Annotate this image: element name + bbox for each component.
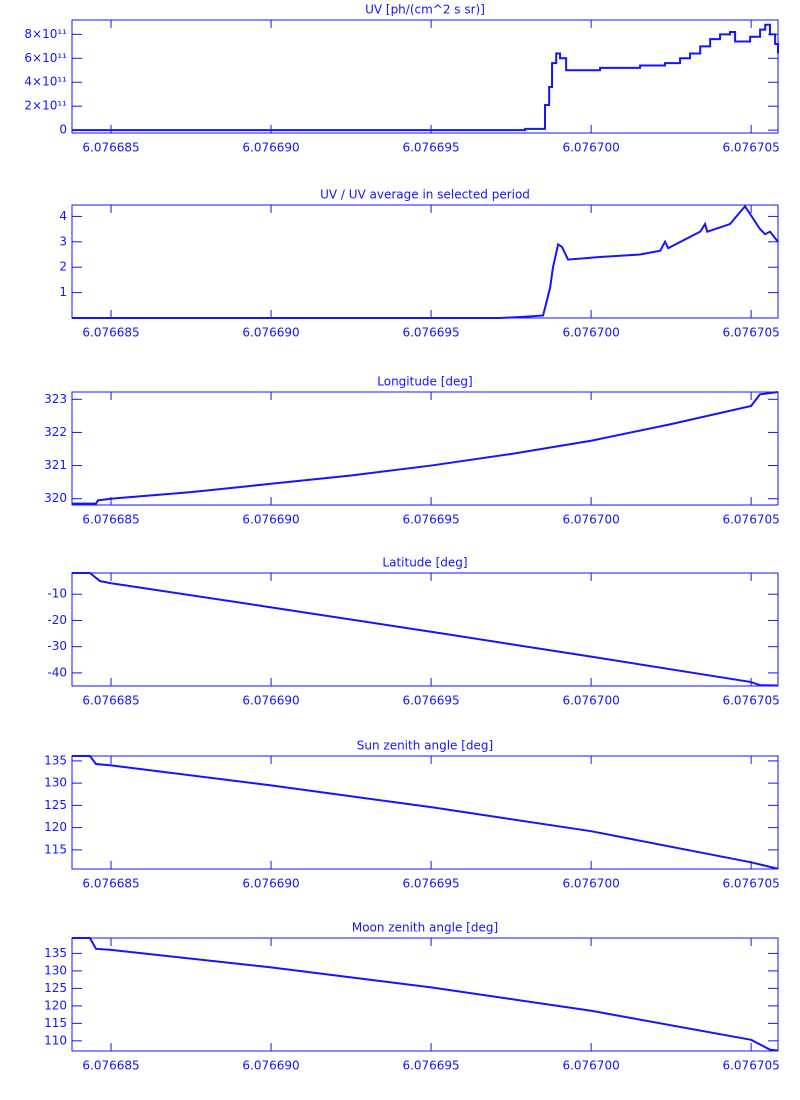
x-tick-label: 6.076695 bbox=[402, 141, 459, 155]
y-tick-label: 135 bbox=[44, 946, 67, 960]
plot-frame bbox=[71, 19, 779, 134]
x-tick-label: 6.076705 bbox=[722, 141, 779, 155]
x-tick-label: 6.076700 bbox=[562, 877, 619, 891]
y-tick-label: 120 bbox=[44, 820, 67, 834]
y-tick-label: 3 bbox=[59, 234, 67, 248]
y-tick-label: -30 bbox=[47, 639, 67, 653]
x-tick-label: 6.076685 bbox=[82, 141, 139, 155]
x-tick-label: 6.076695 bbox=[402, 513, 459, 527]
x-tick-label: 6.076695 bbox=[402, 694, 459, 708]
y-tick-label: 8×10¹¹ bbox=[24, 27, 67, 41]
panel-title: UV [ph/(cm^2 s sr)] bbox=[365, 3, 485, 17]
y-tick-label: 115 bbox=[44, 1016, 67, 1030]
x-tick-label: 6.076705 bbox=[722, 1059, 779, 1073]
x-tick-label: 6.076685 bbox=[82, 694, 139, 708]
x-tick-label: 6.076685 bbox=[82, 877, 139, 891]
y-tick-label: 115 bbox=[44, 842, 67, 856]
plot-frame bbox=[71, 572, 779, 687]
x-tick-label: 6.076690 bbox=[242, 1059, 299, 1073]
plot-frame bbox=[71, 204, 779, 319]
panel-title: Longitude [deg] bbox=[377, 375, 472, 389]
data-line bbox=[72, 204, 779, 319]
panel-title: Sun zenith angle [deg] bbox=[357, 739, 493, 753]
x-tick-label: 6.076700 bbox=[562, 1059, 619, 1073]
y-tick-label: 130 bbox=[44, 776, 67, 790]
y-tick-label: -10 bbox=[47, 587, 67, 601]
x-tick-label: 6.076685 bbox=[82, 326, 139, 340]
panel-title: Latitude [deg] bbox=[382, 556, 467, 570]
y-tick-label: 323 bbox=[44, 392, 67, 406]
x-tick-label: 6.076690 bbox=[242, 694, 299, 708]
y-tick-label: 1 bbox=[59, 285, 67, 299]
x-tick-label: 6.076700 bbox=[562, 694, 619, 708]
y-tick-label: 4×10¹¹ bbox=[24, 75, 67, 89]
y-tick-label: 130 bbox=[44, 963, 67, 977]
x-tick-label: 6.076690 bbox=[242, 877, 299, 891]
y-tick-label: 110 bbox=[44, 1033, 67, 1047]
panel-title: Moon zenith angle [deg] bbox=[352, 921, 498, 935]
x-tick-label: 6.076685 bbox=[82, 1059, 139, 1073]
data-line bbox=[72, 755, 779, 870]
x-tick-label: 6.076705 bbox=[722, 877, 779, 891]
y-tick-label: 0 bbox=[59, 123, 67, 137]
x-tick-label: 6.076700 bbox=[562, 326, 619, 340]
data-line bbox=[72, 572, 779, 687]
y-tick-label: 125 bbox=[44, 798, 67, 812]
y-tick-label: -20 bbox=[47, 613, 67, 627]
y-tick-label: 320 bbox=[44, 491, 67, 505]
y-tick-label: 120 bbox=[44, 998, 67, 1012]
x-tick-label: 6.076705 bbox=[722, 326, 779, 340]
y-tick-label: 2 bbox=[59, 260, 67, 274]
x-tick-label: 6.076685 bbox=[82, 513, 139, 527]
y-tick-label: 322 bbox=[44, 425, 67, 439]
x-tick-label: 6.076705 bbox=[722, 694, 779, 708]
panel-title: UV / UV average in selected period bbox=[320, 188, 530, 202]
x-tick-label: 6.076700 bbox=[562, 513, 619, 527]
x-tick-label: 6.076705 bbox=[722, 513, 779, 527]
y-tick-label: 125 bbox=[44, 981, 67, 995]
x-tick-label: 6.076690 bbox=[242, 141, 299, 155]
plot-frame bbox=[71, 755, 779, 870]
data-line bbox=[72, 937, 779, 1052]
x-tick-label: 6.076695 bbox=[402, 877, 459, 891]
x-tick-label: 6.076700 bbox=[562, 141, 619, 155]
y-tick-label: 6×10¹¹ bbox=[24, 51, 67, 65]
x-tick-label: 6.076695 bbox=[402, 326, 459, 340]
plot-frame bbox=[71, 391, 779, 506]
x-tick-label: 6.076690 bbox=[242, 326, 299, 340]
y-tick-label: 135 bbox=[44, 753, 67, 767]
data-line bbox=[72, 391, 779, 505]
x-tick-label: 6.076695 bbox=[402, 1059, 459, 1073]
y-tick-label: -40 bbox=[47, 665, 67, 679]
y-tick-label: 2×10¹¹ bbox=[24, 99, 67, 113]
y-tick-label: 321 bbox=[44, 458, 67, 472]
x-tick-label: 6.076690 bbox=[242, 513, 299, 527]
plot-frame bbox=[71, 937, 779, 1052]
data-line bbox=[72, 23, 779, 132]
y-tick-label: 4 bbox=[59, 209, 67, 223]
